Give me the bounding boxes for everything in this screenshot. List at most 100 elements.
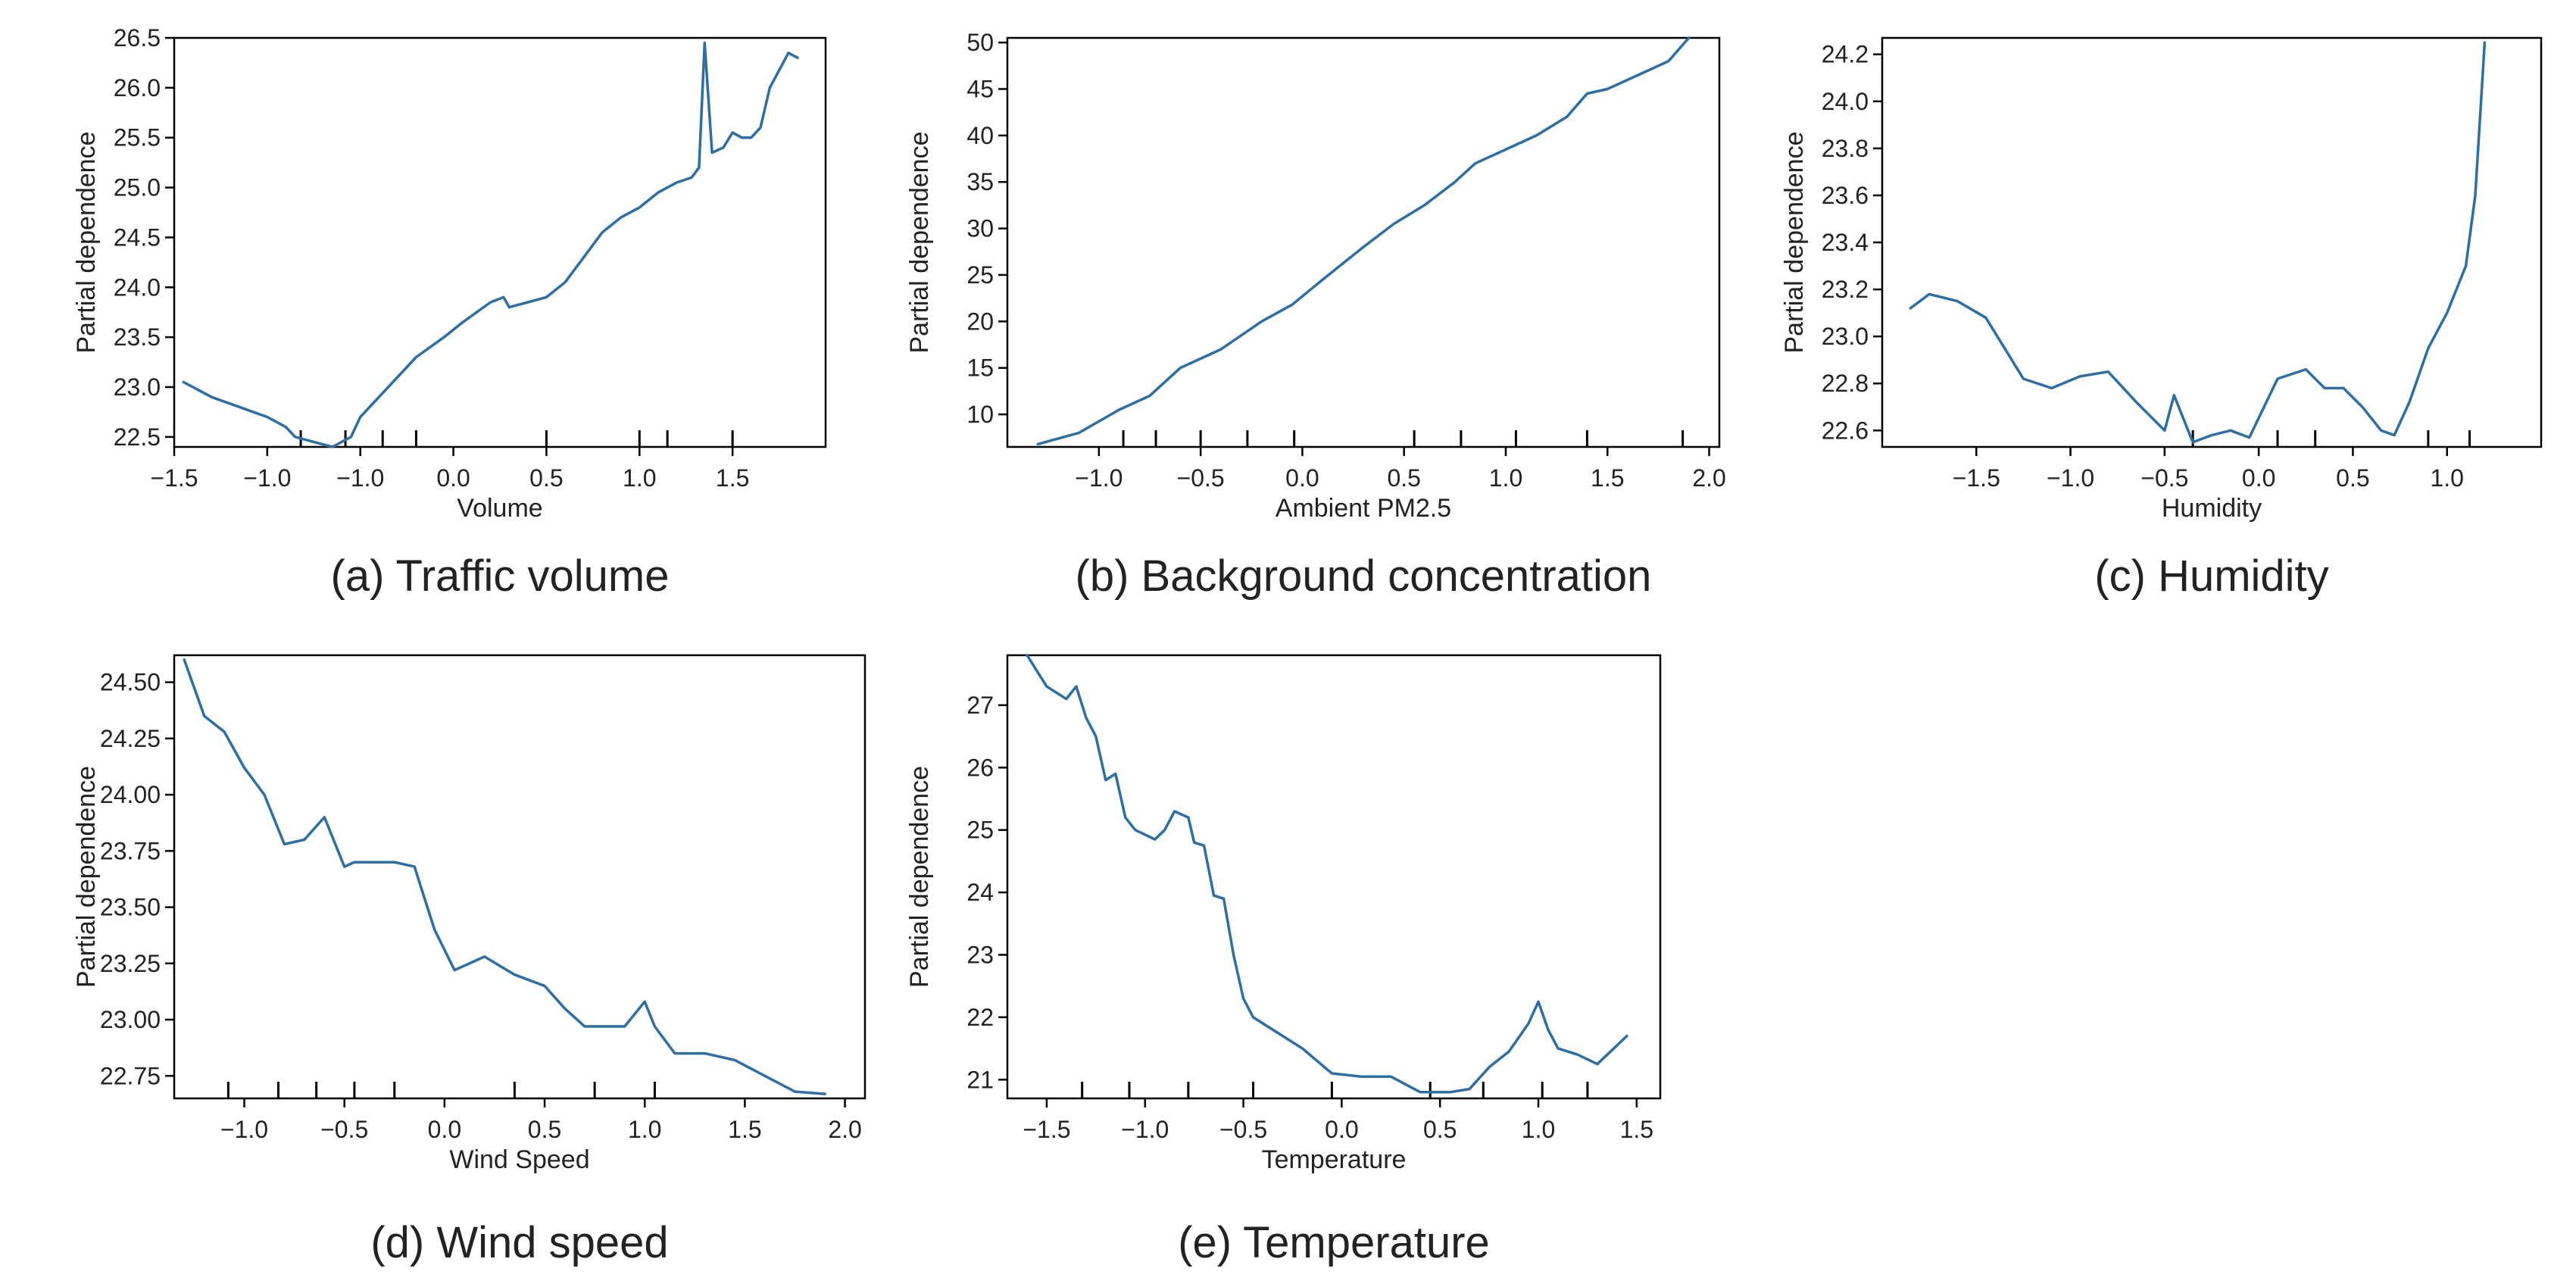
y-tick-label: 23.4 [1822,229,1869,256]
y-tick-label: 24.5 [114,223,161,251]
partial-dependence-line [1909,41,2487,444]
panel-caption: (e) Temperature [1178,1218,1490,1267]
y-tick-label: 22.6 [1822,417,1869,444]
y-tick-label: 24.50 [100,669,161,696]
y-tick-label: 23.6 [1822,182,1869,209]
plot-frame [1881,36,2543,448]
y-tick-label: 25.5 [114,124,161,152]
x-axis-title: Volume [457,494,542,523]
plot-frame [173,36,827,448]
y-tick-label: 23.5 [114,323,161,351]
y-axis-title: Partial dependence [72,131,101,353]
x-tick-label: 0.5 [528,1116,561,1143]
x-axis-title: Humidity [2162,494,2262,523]
x-tick-label: −0.5 [1219,1116,1267,1143]
y-tick-label: 24.0 [1822,88,1869,115]
x-tick-label: 0.0 [2242,464,2275,492]
y-tick-label: 23.0 [114,373,161,401]
y-tick-label: 21 [966,1066,994,1093]
y-tick-label: 50 [966,29,994,56]
y-tick-label: 23.0 [1822,323,1869,350]
y-tick-label: 23.00 [100,1006,161,1033]
x-tick-label: 0.0 [428,1116,461,1143]
y-tick-label: 25 [966,817,994,844]
y-tick-label: 23.75 [100,837,161,864]
plot-frame [1006,36,1721,448]
x-tick-label: 2.0 [828,1116,861,1143]
y-tick-label: 22 [966,1004,994,1031]
y-tick-label: 26.5 [114,24,161,52]
y-tick-label: 23.8 [1822,135,1869,162]
x-tick-label: 0.5 [1387,464,1420,492]
plot-frame [1006,654,1662,1100]
x-tick-label: 1.0 [628,1116,661,1143]
panel-caption: (b) Background concentration [1076,551,1652,601]
y-tick-label: 22.8 [1822,370,1869,397]
y-tick-label: 20 [966,308,994,335]
panel-caption: (a) Traffic volume [331,551,670,601]
partial-dependence-line [182,41,799,448]
panel-wind-speed: −1.0 −0.5 0.0 0.5 1.0 1.5 2.0 22.75 23.00 23.25 23… [72,654,866,1267]
x-axis-title: Wind Speed [449,1145,589,1174]
x-tick-label: 1.5 [1620,1116,1653,1143]
x-tick-label: 0.0 [1325,1116,1358,1143]
x-tick-label: 1.5 [1591,464,1624,492]
y-tick-label: 40 [966,122,994,149]
x-tick-label: −1.0 [1121,1116,1169,1143]
y-axis-title: Partial dependence [72,766,101,988]
x-tick-label: −1.0 [1075,464,1123,492]
panel-background-concentration: −1.0 −0.5 0.0 0.5 1.0 1.5 2.0 10 15 20 25 30 35 40 45 5… [905,29,1726,601]
x-tick-label: 1.0 [1522,1116,1555,1143]
x-tick-label: 1.5 [728,1116,761,1143]
y-tick-label: 22.75 [100,1062,161,1089]
y-tick-label: 23 [966,941,994,968]
y-tick-label: 24.0 [114,273,161,301]
y-tick-label: 15 [966,355,994,382]
y-tick-label: 23.50 [100,894,161,921]
y-tick-label: 25 [966,261,994,289]
x-tick-label: −0.5 [1177,464,1225,492]
panel-temperature: −1.5 −1.0 −0.5 0.0 0.5 1.0 1.5 21 22 23 24 25 26 27 Te… [905,654,1662,1267]
y-tick-label: 26.0 [114,74,161,102]
panel-caption: (d) Wind speed [370,1218,668,1267]
y-tick-label: 35 [966,168,994,195]
y-tick-label: 25.0 [114,174,161,201]
x-tick-label: 1.0 [1489,464,1522,492]
x-tick-label: 0.0 [1285,464,1319,492]
y-axis-title: Partial dependence [905,131,934,353]
y-axis-title: Partial dependence [1780,131,1809,353]
y-tick-label: 22.5 [114,423,161,451]
x-tick-label: −1.0 [2047,464,2094,492]
x-tick-label: 0.5 [2336,464,2369,492]
y-tick-label: 45 [966,76,994,103]
x-tick-label: 0.0 [436,464,470,492]
partial-dependence-line [1026,654,1628,1094]
y-tick-label: 23.2 [1822,276,1869,303]
x-tick-label: −0.5 [2140,464,2188,492]
x-tick-label: −1.5 [150,464,198,492]
x-tick-label: −0.5 [320,1116,368,1143]
x-tick-label: −1.5 [1023,1116,1070,1143]
panel-traffic-volume: −1.5 −1.0 −1.0 0.0 0.5 1.0 1.5 22.5 23.0 23.5 24.0… [72,24,827,601]
y-tick-label: 10 [966,401,994,428]
y-axis-title: Partial dependence [905,766,934,988]
x-tick-label: 0.5 [529,464,563,492]
x-tick-label: 1.5 [716,464,749,492]
y-tick-label: 27 [966,692,994,719]
x-tick-label: −1.0 [220,1116,268,1143]
x-tick-label: −1.0 [243,464,291,492]
x-tick-label: 1.0 [623,464,656,492]
partial-dependence-line [1036,36,1691,446]
y-tick-label: 24.25 [100,725,161,752]
y-tick-label: 30 [966,215,994,242]
y-tick-label: 23.25 [100,950,161,977]
x-tick-label: 2.0 [1692,464,1725,492]
x-tick-label: −1.5 [1953,464,2000,492]
panel-caption: (c) Humidity [2094,551,2328,601]
x-axis-title: Ambient PM2.5 [1276,494,1451,523]
y-tick-label: 26 [966,754,994,781]
y-tick-label: 24.00 [100,781,161,808]
x-tick-label: −1.0 [336,464,384,492]
x-tick-label: 0.5 [1423,1116,1457,1143]
